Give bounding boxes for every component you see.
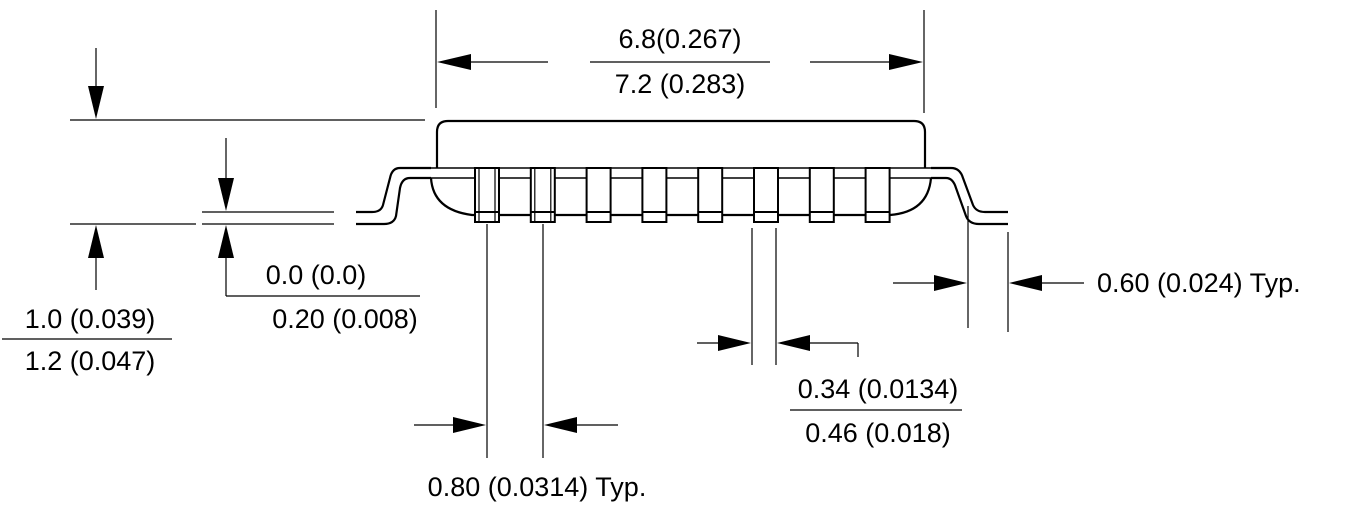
arrow-right-icon: [934, 275, 967, 291]
lead: [808, 167, 835, 223]
lead-width-max-label: 0.46 (0.018): [805, 418, 951, 448]
arrow-left-icon: [437, 54, 471, 70]
lead: [753, 167, 779, 223]
left-gull-wing-lead: [356, 166, 431, 226]
arrow-left-icon: [777, 335, 810, 351]
arrow-left-icon: [1009, 275, 1042, 291]
arrow-down-icon: [218, 178, 234, 211]
standoff-max-label: 0.20 (0.008): [272, 304, 418, 334]
body-length-min-label: 6.8(0.267): [618, 24, 741, 54]
arrow-up-icon: [218, 225, 234, 258]
arrow-right-icon: [718, 335, 751, 351]
lead-length-label: 0.60 (0.024) Typ.: [1097, 268, 1301, 298]
arrow-down-icon: [88, 86, 104, 119]
right-gull-wing-lead: [931, 166, 1008, 226]
lead-width-dimension: 0.34 (0.0134) 0.46 (0.018): [697, 228, 962, 448]
height-min-label: 1.0 (0.039): [25, 304, 156, 334]
standoff-min-label: 0.0 (0.0): [266, 260, 367, 290]
lead: [529, 167, 556, 223]
package-top-outline: [435, 119, 927, 168]
lead-outline: [697, 167, 724, 223]
standoff-dimension: 0.0 (0.0) 0.20 (0.008): [202, 138, 420, 334]
arrow-up-icon: [88, 225, 104, 258]
package-bottom-outline: [429, 177, 933, 217]
package-body: [356, 119, 1008, 226]
lead-pitch-dimension: 0.80 (0.0314) Typ.: [414, 224, 646, 502]
lead-outline: [585, 167, 612, 223]
lead-outline: [864, 167, 891, 223]
arrow-right-icon: [889, 54, 923, 70]
height-dimension: 1.0 (0.039) 1.2 (0.047): [2, 48, 425, 376]
lead: [641, 167, 668, 223]
lead-outline: [753, 167, 779, 223]
lead: [864, 167, 891, 223]
lead-outline: [641, 167, 668, 223]
lead-pitch-label: 0.80 (0.0314) Typ.: [428, 472, 647, 502]
leads-group: [474, 167, 891, 223]
lead-width-min-label: 0.34 (0.0134): [798, 374, 959, 404]
lead-outline: [808, 167, 835, 223]
lead: [697, 167, 724, 223]
body-length-dimension: 6.8(0.267) 7.2 (0.283): [435, 10, 925, 113]
lead-length-dimension: 0.60 (0.024) Typ.: [893, 206, 1301, 332]
lead: [585, 167, 612, 223]
body-length-max-label: 7.2 (0.283): [615, 69, 746, 99]
arrow-left-icon: [544, 417, 577, 433]
arrow-right-icon: [453, 417, 486, 433]
height-max-label: 1.2 (0.047): [25, 346, 156, 376]
lead: [474, 167, 500, 223]
